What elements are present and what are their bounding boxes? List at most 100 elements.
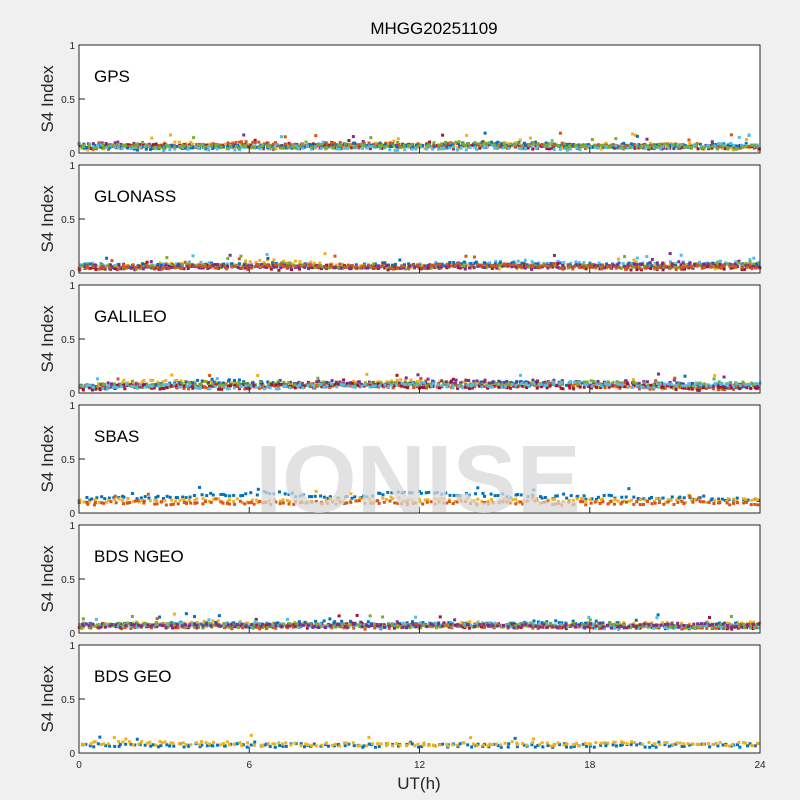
data-point (516, 141, 520, 145)
data-point (115, 386, 119, 390)
data-point (498, 261, 502, 265)
data-point (283, 135, 287, 139)
data-point (451, 385, 455, 389)
data-point (132, 146, 136, 150)
data-point (578, 385, 582, 389)
data-point (557, 621, 561, 625)
data-point (148, 264, 152, 268)
data-point (365, 146, 369, 150)
data-point (178, 146, 182, 150)
data-point (252, 621, 256, 625)
data-point (233, 143, 237, 147)
data-point (116, 145, 120, 149)
data-point (303, 620, 307, 624)
data-point (524, 382, 528, 386)
data-point (444, 380, 448, 384)
data-point (142, 383, 146, 387)
data-point (221, 145, 225, 149)
data-point (710, 497, 714, 501)
data-point (533, 140, 537, 144)
data-point (411, 381, 415, 385)
data-point (425, 500, 429, 504)
data-point (192, 136, 196, 140)
data-point (468, 382, 472, 386)
data-point (274, 143, 278, 147)
data-point (88, 262, 92, 266)
data-point (621, 144, 625, 148)
data-point (557, 143, 561, 147)
data-point (400, 381, 404, 385)
data-point (325, 263, 329, 267)
data-point (338, 140, 342, 144)
data-point (679, 253, 683, 257)
data-point (116, 377, 120, 381)
data-point (165, 145, 169, 149)
data-point (224, 622, 228, 626)
data-point (259, 144, 263, 148)
data-point (337, 614, 341, 618)
data-point (749, 503, 753, 507)
data-point (399, 502, 403, 506)
data-point (92, 385, 96, 389)
data-point (661, 268, 665, 272)
data-point (347, 145, 351, 149)
data-point (753, 262, 757, 266)
data-point (650, 502, 654, 506)
data-point (531, 265, 535, 269)
data-point (504, 262, 508, 266)
data-point (552, 262, 556, 266)
data-point (437, 143, 441, 147)
data-point (362, 141, 366, 145)
data-point (638, 503, 642, 507)
data-point (425, 147, 429, 151)
data-point (280, 622, 284, 626)
data-point (619, 146, 623, 150)
data-point (442, 497, 446, 501)
data-point (277, 263, 281, 267)
data-point (103, 497, 107, 501)
data-point (608, 624, 612, 628)
data-point (701, 500, 705, 504)
data-point (328, 617, 332, 621)
data-point (243, 145, 247, 149)
data-point (390, 491, 394, 495)
data-point (486, 386, 490, 390)
data-point (748, 620, 752, 624)
data-point (545, 264, 549, 268)
data-point (328, 498, 332, 502)
data-point (433, 265, 437, 269)
data-point (164, 266, 168, 270)
data-point (438, 615, 442, 619)
data-point (752, 262, 756, 266)
data-point (196, 378, 200, 382)
data-point (228, 498, 232, 502)
data-point (153, 623, 157, 627)
data-point (465, 133, 469, 137)
data-point (467, 626, 471, 630)
data-point (645, 255, 649, 259)
data-point (306, 383, 310, 387)
data-point (116, 624, 120, 628)
data-point (747, 133, 751, 137)
data-point (642, 381, 646, 385)
data-point (289, 383, 293, 387)
data-point (386, 385, 390, 389)
data-point (258, 380, 262, 384)
data-point (85, 495, 89, 499)
data-point (606, 383, 610, 387)
data-point (507, 385, 511, 389)
data-point (419, 143, 423, 147)
data-point (237, 257, 241, 261)
data-point (750, 498, 754, 502)
data-point (244, 492, 248, 496)
data-point (357, 380, 361, 384)
data-point (554, 494, 558, 498)
data-point (486, 499, 490, 503)
data-point (376, 385, 380, 389)
data-point (594, 266, 598, 270)
data-point (482, 625, 486, 629)
data-point (184, 501, 188, 505)
data-point (147, 496, 151, 500)
data-point (544, 380, 548, 384)
data-point (476, 497, 480, 501)
